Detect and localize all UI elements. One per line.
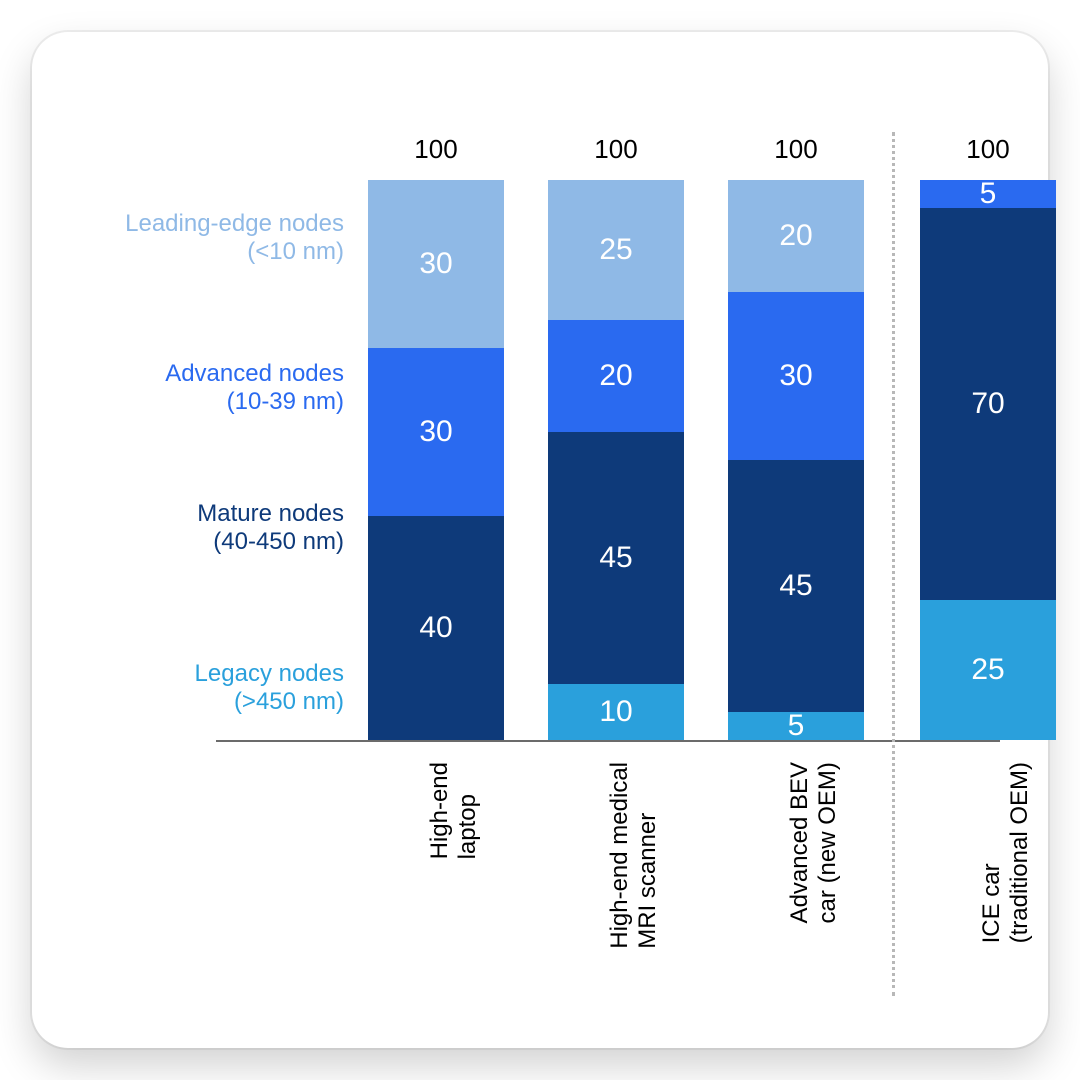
- segment-value-laptop-advanced: 30: [419, 415, 452, 449]
- xlabel-ice: ICE car (traditional OEM): [978, 762, 1033, 943]
- segment-value-laptop-mature: 40: [419, 611, 452, 645]
- segment-value-bev-legacy: 5: [788, 709, 805, 743]
- segment-value-ice-mature: 70: [971, 387, 1004, 421]
- bar-ice: 10057025: [920, 180, 1056, 740]
- segment-value-ice-advanced: 5: [980, 177, 997, 211]
- segment-value-mri-legacy: 10: [599, 695, 632, 729]
- segment-mri-advanced: 20: [548, 320, 684, 432]
- xlabel-bev: Advanced BEV car (new OEM): [786, 762, 841, 923]
- segment-mri-leading: 25: [548, 180, 684, 320]
- legend-advanced: Advanced nodes (10-39 nm): [165, 360, 344, 415]
- segment-laptop-advanced: 30: [368, 348, 504, 516]
- segment-value-mri-mature: 45: [599, 541, 632, 575]
- segment-value-laptop-leading: 30: [419, 247, 452, 281]
- x-axis-baseline: [216, 740, 1000, 742]
- segment-ice-mature: 70: [920, 208, 1056, 600]
- segment-ice-advanced: 5: [920, 180, 1056, 208]
- segment-value-mri-leading: 25: [599, 233, 632, 267]
- bar-total-bev: 100: [728, 134, 864, 165]
- bar-total-mri: 100: [548, 134, 684, 165]
- segment-bev-advanced: 30: [728, 292, 864, 460]
- segment-mri-legacy: 10: [548, 684, 684, 740]
- bar-total-ice: 100: [920, 134, 1056, 165]
- xlabel-mri: High-end medical MRI scanner: [606, 762, 661, 949]
- bar-mri: 10025204510: [548, 180, 684, 740]
- bar-bev: 1002030455: [728, 180, 864, 740]
- segment-value-bev-advanced: 30: [779, 359, 812, 393]
- segment-bev-legacy: 5: [728, 712, 864, 740]
- segment-value-mri-advanced: 20: [599, 359, 632, 393]
- segment-value-bev-leading: 20: [779, 219, 812, 253]
- bar-total-laptop: 100: [368, 134, 504, 165]
- segment-laptop-leading: 30: [368, 180, 504, 348]
- bar-laptop: 100303040: [368, 180, 504, 740]
- segment-bev-leading: 20: [728, 180, 864, 292]
- segment-mri-mature: 45: [548, 432, 684, 684]
- group-divider: [892, 132, 895, 996]
- legend-mature: Mature nodes (40-450 nm): [197, 500, 344, 555]
- segment-laptop-mature: 40: [368, 516, 504, 740]
- legend-legacy: Legacy nodes (>450 nm): [195, 660, 344, 715]
- stacked-bar-chart: Leading-edge nodes (<10 nm) Advanced node…: [0, 0, 1080, 1080]
- segment-value-ice-legacy: 25: [971, 653, 1004, 687]
- legend-leading: Leading-edge nodes (<10 nm): [125, 210, 344, 265]
- xlabel-laptop: High-end laptop: [426, 762, 481, 859]
- segment-ice-legacy: 25: [920, 600, 1056, 740]
- segment-bev-mature: 45: [728, 460, 864, 712]
- segment-value-bev-mature: 45: [779, 569, 812, 603]
